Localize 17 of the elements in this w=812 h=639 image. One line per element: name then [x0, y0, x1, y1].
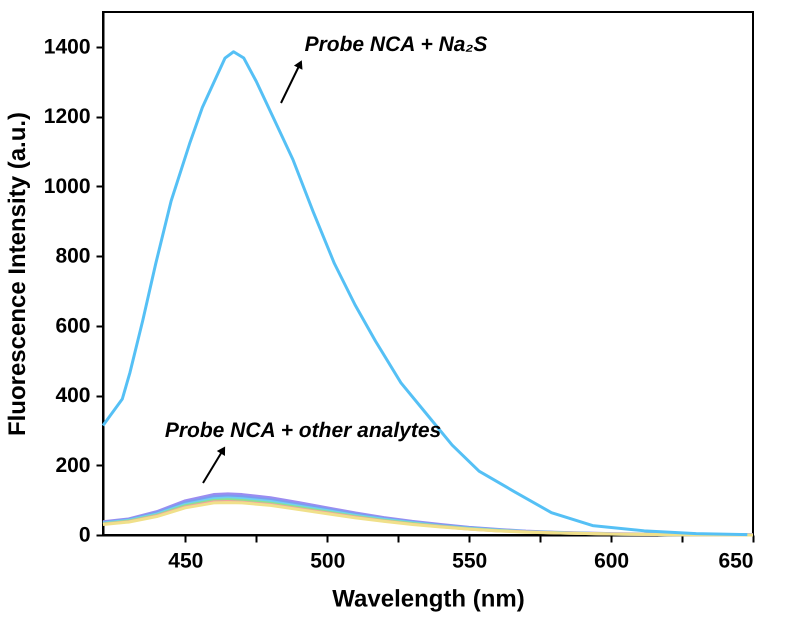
y-tick-label: 800 — [55, 244, 90, 268]
y-tick-label: 400 — [55, 384, 90, 408]
y-tick-label: 600 — [55, 314, 90, 338]
y-tick-label: 1400 — [44, 35, 90, 58]
x-tick-label: 600 — [594, 550, 630, 572]
y-tick-label: 200 — [55, 454, 90, 477]
annotation: Probe NCA + Na₂S — [304, 33, 488, 56]
y-tick-label: 0 — [78, 524, 90, 546]
x-tick-label: 450 — [168, 550, 204, 572]
y-axis-title: Fluorescence Intensity (a.u.) — [4, 112, 31, 436]
x-tick-label: 550 — [452, 550, 488, 572]
x-tick-label: 650 — [718, 550, 754, 572]
x-tick-label: 500 — [310, 550, 346, 572]
x-axis-title: Wavelength (nm) — [332, 586, 525, 612]
annotation: Probe NCA + other analytes — [164, 419, 442, 442]
y-tick-label: 1200 — [44, 105, 90, 128]
y-tick-label: 1000 — [44, 174, 90, 198]
